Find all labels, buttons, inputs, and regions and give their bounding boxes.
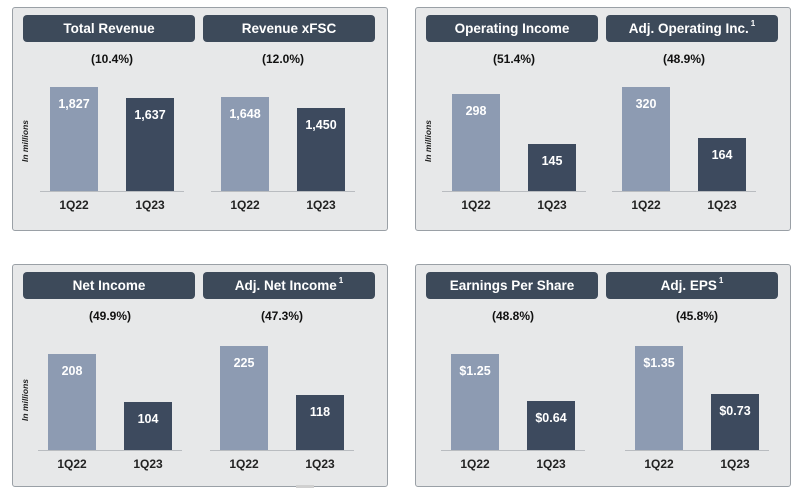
percent-change: (48.8%) [491, 309, 535, 323]
chart-title-text: Net Income [72, 278, 146, 293]
axis-baseline [442, 191, 586, 192]
axis-baseline [625, 450, 769, 451]
category-label: 1Q22 [460, 457, 490, 471]
chart-title-text: Earnings Per Share [449, 278, 575, 293]
bar-value-label: $0.73 [719, 404, 751, 418]
chart-title-text: Revenue xFSC [241, 21, 337, 36]
category-label: 1Q23 [707, 198, 737, 212]
bar-1q23: 104 [124, 402, 172, 450]
bar-1q23: 118 [296, 395, 344, 450]
bar-1q22: 320 [622, 87, 670, 191]
axis-baseline [38, 450, 182, 451]
chart-title: Operating Income [426, 15, 598, 42]
bar-1q23: $0.64 [527, 401, 575, 450]
category-label: 1Q22 [57, 457, 87, 471]
category-label: 1Q22 [461, 198, 491, 212]
bar-1q22: 208 [48, 354, 96, 450]
bar-1q23: 145 [528, 144, 576, 191]
chart-title-text: Total Revenue [63, 21, 155, 36]
bar-value-label: 1,648 [229, 107, 261, 121]
axis-baseline [211, 191, 355, 192]
kpi-panel: In millions Total Revenue (10.4%) 1,827 1Q22… [12, 7, 388, 231]
chart-title: Revenue xFSC [203, 15, 375, 42]
bar-1q23: 1,450 [297, 108, 345, 191]
bar-value-label: $1.25 [459, 364, 491, 378]
bar-value-label: 145 [541, 154, 563, 168]
bar-value-label: 298 [465, 104, 487, 118]
bar-value-label: 1,637 [134, 108, 166, 122]
bar-value-label: 1,827 [58, 97, 90, 111]
category-label: 1Q23 [305, 457, 335, 471]
bar-1q22: 298 [452, 94, 500, 191]
decorative-mark [296, 485, 314, 488]
chart-title-text: Adj. Operating Inc. [628, 21, 749, 36]
footnote-marker: 1 [718, 276, 724, 285]
bar-value-label: $0.64 [535, 411, 567, 425]
category-label: 1Q23 [306, 198, 336, 212]
percent-change: (48.9%) [662, 52, 706, 66]
unit-label: In millions [20, 378, 30, 422]
footnote-marker: 1 [338, 276, 344, 285]
category-label: 1Q23 [133, 457, 163, 471]
category-label: 1Q23 [135, 198, 165, 212]
bar-1q23: 1,637 [126, 98, 174, 191]
kpi-panel: Earnings Per Share (48.8%) $1.25 1Q22 $0.64 1… [415, 264, 791, 487]
bar-value-label: 320 [635, 97, 657, 111]
category-label: 1Q22 [631, 198, 661, 212]
percent-change: (10.4%) [90, 52, 134, 66]
percent-change: (47.3%) [260, 309, 304, 323]
chart-title: Adj. Operating Inc. 1 [606, 15, 778, 42]
category-label: 1Q22 [644, 457, 674, 471]
bar-1q22: $1.35 [635, 346, 683, 450]
category-label: 1Q22 [230, 198, 260, 212]
bar-value-label: $1.35 [643, 356, 675, 370]
category-label: 1Q22 [229, 457, 259, 471]
category-label: 1Q23 [720, 457, 750, 471]
bar-1q22: 225 [220, 346, 268, 450]
unit-label: In millions [20, 119, 30, 163]
bar-value-label: 104 [137, 412, 159, 426]
bar-value-label: 208 [61, 364, 83, 378]
chart-title-text: Operating Income [454, 21, 570, 36]
bar-value-label: 225 [233, 356, 255, 370]
axis-baseline [441, 450, 585, 451]
chart-title: Net Income [23, 272, 195, 299]
percent-change: (49.9%) [88, 309, 132, 323]
axis-baseline [40, 191, 184, 192]
chart-title: Earnings Per Share [426, 272, 598, 299]
unit-label: In millions [423, 119, 433, 163]
percent-change: (12.0%) [261, 52, 305, 66]
axis-baseline [210, 450, 354, 451]
bar-1q22: $1.25 [451, 354, 499, 450]
bar-value-label: 118 [309, 405, 331, 419]
chart-title: Adj. Net Income 1 [203, 272, 375, 299]
percent-change: (51.4%) [492, 52, 536, 66]
bar-value-label: 1,450 [305, 118, 337, 132]
percent-change: (45.8%) [675, 309, 719, 323]
bar-1q22: 1,827 [50, 87, 98, 191]
bar-1q23: 164 [698, 138, 746, 191]
bar-1q23: $0.73 [711, 394, 759, 450]
footnote-marker: 1 [750, 19, 756, 28]
category-label: 1Q22 [59, 198, 89, 212]
chart-title-text: Adj. Net Income [234, 278, 337, 293]
chart-title: Adj. EPS 1 [606, 272, 778, 299]
bar-1q22: 1,648 [221, 97, 269, 191]
category-label: 1Q23 [537, 198, 567, 212]
bar-value-label: 164 [711, 148, 733, 162]
chart-title-text: Adj. EPS [660, 278, 717, 293]
axis-baseline [612, 191, 756, 192]
kpi-panel: In millions Operating Income (51.4%) 298 1Q2… [415, 7, 791, 231]
chart-title: Total Revenue [23, 15, 195, 42]
category-label: 1Q23 [536, 457, 566, 471]
kpi-panel: In millions Net Income (49.9%) 208 1Q22 104 1Q… [12, 264, 388, 487]
